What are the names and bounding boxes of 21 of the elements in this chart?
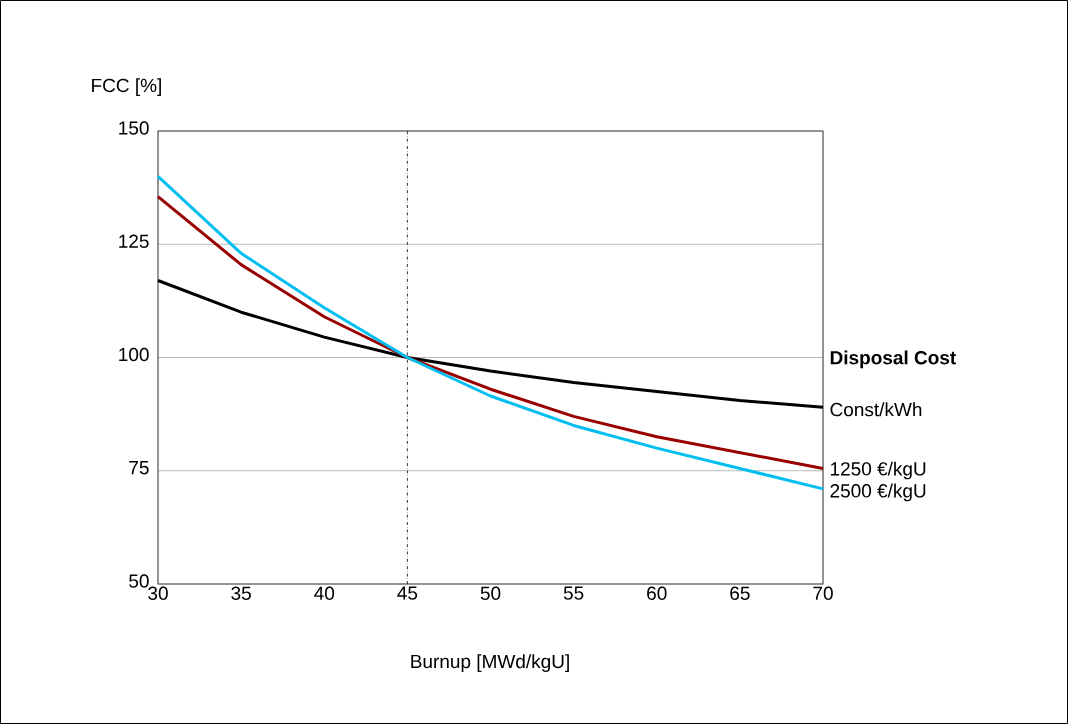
x-tick-label: 65 [730, 586, 750, 600]
series-label: Const/kWh [830, 402, 922, 417]
series-label: 1250 €/kgU [830, 461, 926, 480]
x-tick-label: 55 [563, 586, 584, 600]
y-tick-label: 125 [119, 234, 149, 248]
x-tick-label: 30 [148, 586, 168, 600]
y-tick-label: 150 [119, 121, 149, 135]
x-tick-label: 45 [397, 586, 418, 600]
y-tick-label: 75 [129, 461, 149, 475]
y-axis-title: FCC [%] [92, 78, 161, 96]
y-tick-label: 50 [129, 574, 149, 588]
x-tick-label: 40 [314, 586, 335, 600]
y-tick-label: 100 [119, 347, 149, 362]
x-tick-label: 70 [813, 586, 833, 600]
x-tick-label: 60 [647, 586, 667, 600]
x-axis-title: Burnup [MWd/kgU] [411, 654, 569, 672]
series-label: 2500 €/kgU [830, 483, 926, 502]
legend-title: Disposal Cost [830, 350, 956, 369]
x-tick-label: 35 [231, 586, 251, 600]
line-series [156, 278, 825, 409]
x-tick-label: 50 [480, 586, 501, 600]
